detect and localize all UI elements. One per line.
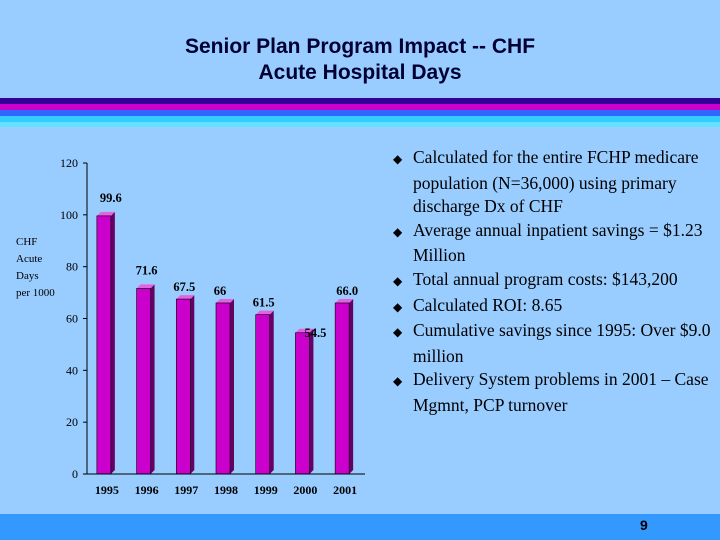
- bar-2001: [334, 302, 350, 475]
- title-line-1: Senior Plan Program Impact -- CHF: [184, 35, 536, 58]
- bar-1998: [215, 302, 231, 475]
- value-label: 67.5: [173, 280, 195, 294]
- bar-side: [269, 310, 274, 474]
- bar-1997: [175, 298, 191, 475]
- bar-side: [150, 284, 155, 474]
- bullet-diamond-icon: ◆: [393, 374, 403, 389]
- bullet-text: Cumulative savings since 1995: Over $9.0…: [413, 320, 711, 366]
- stripe-light: [0, 122, 720, 127]
- y-axis-label: CHF Acute Days per 1000: [16, 236, 55, 299]
- bar-side: [190, 295, 195, 474]
- x-tick-label: 1998: [214, 483, 238, 497]
- bar-side: [110, 211, 115, 474]
- bar-chart: CHF Acute Days per 1000 0 20 40 60 80 100 120 99.…: [16, 156, 365, 497]
- bullet-item: ◆ Total annual program costs: $143,200: [393, 268, 713, 294]
- bullet-text: Delivery System problems in 2001 – Case …: [413, 369, 709, 415]
- bullet-text: Average annual inpatient savings = $1.23…: [413, 219, 703, 266]
- bullet-list: ◆ Calculated for the entire FCHP medicare…: [393, 146, 713, 418]
- x-axis-ticks: 1995 1996 1997 1998 1999 2000 2001: [95, 483, 357, 497]
- bullet-item: ◆ Calculated for the entire FCHP medicare…: [393, 146, 713, 219]
- stripe-cyan: [0, 116, 720, 122]
- bar-top: [136, 284, 155, 289]
- value-label: 71.6: [136, 263, 158, 277]
- y-label-line: per 1000: [16, 287, 55, 299]
- footer-bar: [0, 514, 720, 540]
- y-tick-label: 80: [66, 260, 78, 274]
- bullet-diamond-icon: ◆: [393, 325, 403, 340]
- y-tick-label: 0: [72, 467, 78, 481]
- stripe-blue: [0, 110, 720, 116]
- x-tick-label: 2000: [293, 483, 317, 497]
- bar-top: [335, 298, 354, 303]
- bar-top: [96, 211, 115, 216]
- bullet-text: Calculated ROI: 8.65: [413, 294, 563, 315]
- bullet-diamond-icon: ◆: [393, 224, 403, 239]
- page-number: 9: [640, 517, 648, 533]
- y-label-line: Acute: [16, 253, 42, 265]
- x-tick-label: 1996: [135, 483, 159, 497]
- stripe-dark: [0, 98, 720, 104]
- bullet-text: Total annual program costs: $143,200: [413, 268, 678, 289]
- x-tick-label: 2001: [333, 483, 357, 497]
- y-label-line: CHF: [16, 236, 37, 248]
- bullet-item: ◆ Calculated ROI: 8.65: [393, 294, 713, 320]
- bar-top: [255, 310, 274, 315]
- bars: [96, 211, 354, 475]
- bar-1995: [96, 215, 112, 475]
- bar-side: [230, 298, 234, 474]
- y-tick-label: 120: [60, 156, 78, 170]
- value-label: 66: [214, 284, 227, 298]
- bullet-diamond-icon: ◆: [393, 152, 403, 166]
- value-label: 66.0: [336, 284, 358, 298]
- value-label: 54.5: [304, 326, 326, 340]
- x-tick-label: 1995: [95, 483, 119, 497]
- bullet-item: ◆ Cumulative savings since 1995: Over $9.…: [393, 319, 713, 368]
- slide-title: Senior Plan Program Impact -- CHF Acute …: [0, 34, 720, 86]
- bar-side: [349, 298, 354, 474]
- bullet-diamond-icon: ◆: [393, 299, 403, 314]
- bar-side: [309, 328, 314, 474]
- x-tick-label: 1997: [174, 483, 198, 497]
- bullet-item: ◆ Delivery System problems in 2001 – Case…: [393, 368, 713, 417]
- y-label-line: Days: [16, 270, 39, 282]
- value-label: 61.5: [253, 296, 275, 310]
- title-line-2: Acute Hospital Days: [258, 61, 462, 84]
- bar-top: [176, 295, 195, 300]
- value-labels: 99.6 71.6 67.5 66 61.5 54.5 66.0: [100, 191, 358, 340]
- y-tick-label: 40: [66, 363, 78, 377]
- bar-1999: [255, 314, 271, 475]
- bar-1996: [136, 288, 151, 475]
- stripe-magenta: [0, 104, 720, 110]
- y-tick-label: 60: [66, 312, 78, 326]
- bullet-diamond-icon: ◆: [393, 273, 403, 288]
- value-label: 99.6: [100, 191, 122, 205]
- bar-top: [295, 328, 314, 333]
- x-tick-label: 1999: [254, 483, 278, 497]
- bar-top: [216, 298, 234, 303]
- y-axis-ticks: 0 20 40 60 80 100 120: [60, 156, 87, 481]
- bar-2000: [295, 332, 310, 475]
- bullet-item: ◆ Average annual inpatient savings = $1.2…: [393, 219, 713, 268]
- bullet-text: Calculated for the entire FCHP medicare …: [413, 147, 699, 217]
- y-tick-label: 20: [66, 415, 78, 429]
- y-tick-label: 100: [60, 208, 78, 222]
